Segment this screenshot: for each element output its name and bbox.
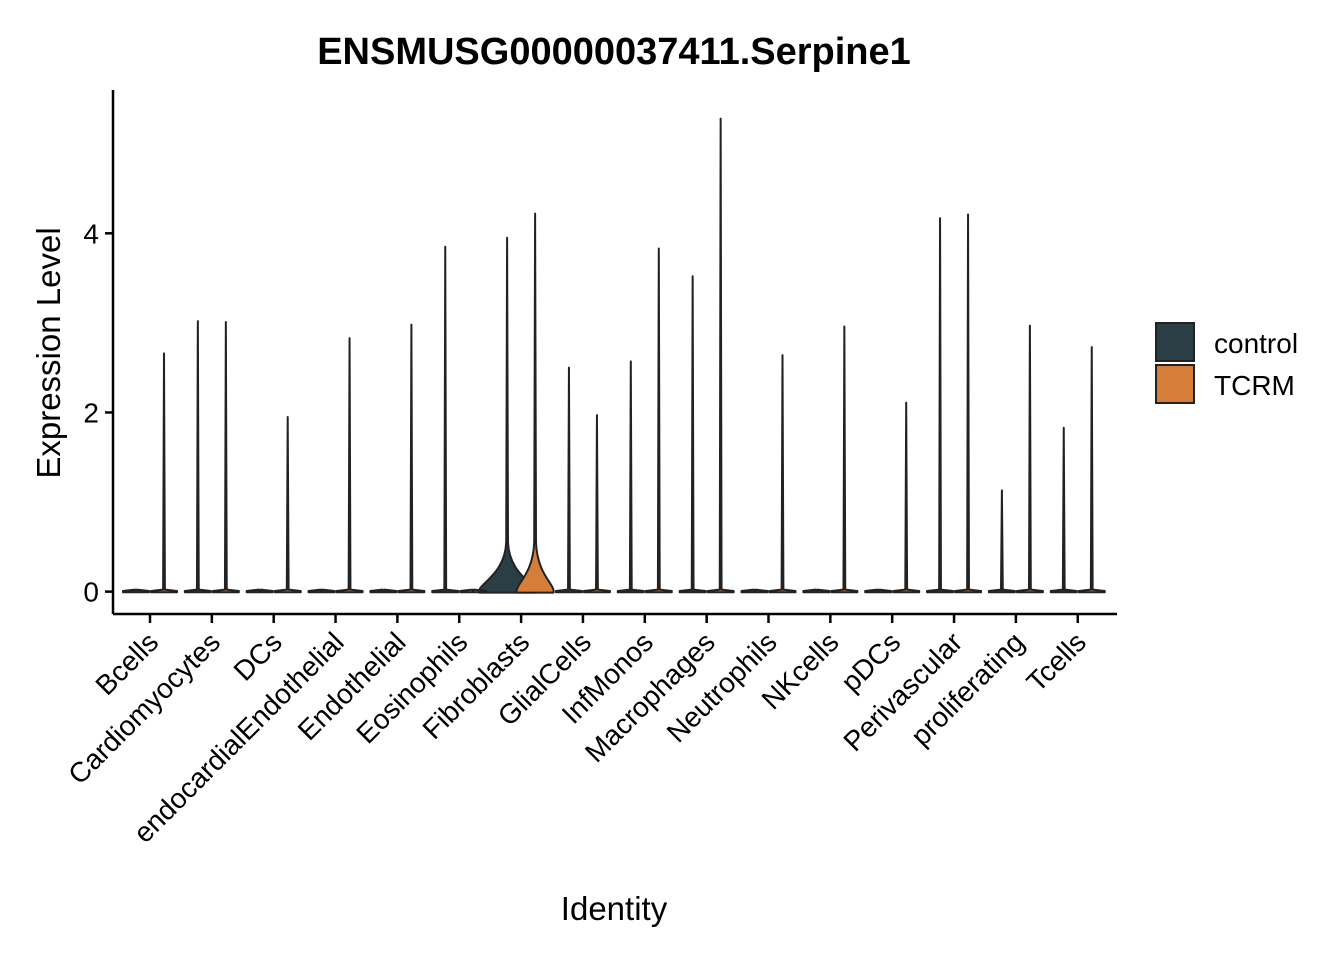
violin-control-Macrophages [678, 275, 707, 594]
violin-TCRM-Endothelial [397, 323, 426, 594]
y-tick-label-2: 2 [83, 397, 99, 428]
x-tick-label-Tcells: Tcells [1021, 626, 1092, 697]
violin-TCRM-InfMonos [644, 247, 673, 594]
violin-TCRM-Eosinophils [459, 588, 488, 594]
legend-label-TCRM: TCRM [1214, 370, 1295, 401]
y-axis-title: Expression Level [30, 227, 67, 478]
violin-TCRM-GlialCells [582, 414, 611, 594]
violin-control-Cardiomyocytes [183, 320, 212, 594]
violin-control-Neutrophils [740, 588, 769, 594]
x-axis-title: Identity [561, 890, 668, 927]
violin-TCRM-Tcells [1077, 346, 1106, 594]
violin-TCRM-Perivascular [954, 213, 983, 594]
violin-TCRM-DCs [273, 415, 302, 594]
violin-TCRM-Neutrophils [768, 354, 797, 594]
violin-TCRM-proliferating [1015, 324, 1044, 594]
legend-swatch-control [1155, 322, 1195, 362]
chart-title: ENSMUSG00000037411.Serpine1 [317, 31, 911, 73]
violin-control-Bcells [122, 588, 150, 594]
y-tick-label-4: 4 [83, 218, 99, 249]
violin-control-Fibroblasts [478, 236, 536, 594]
violin-control-Eosinophils [431, 245, 460, 594]
violin-TCRM-Cardiomyocytes [211, 320, 240, 594]
y-axis: 0 2 4 [83, 90, 115, 614]
y-tick-label-0: 0 [83, 577, 99, 608]
legend-label-control: control [1214, 328, 1298, 359]
violin-control-Tcells [1049, 426, 1078, 594]
violin-TCRM-Fibroblasts [515, 212, 555, 594]
violin-control-proliferating [987, 489, 1016, 594]
violin-control-pDCs [864, 588, 893, 594]
plot-area [122, 117, 1106, 594]
violin-control-NKcells [802, 588, 831, 594]
violin-TCRM-Bcells [150, 352, 178, 594]
violin-TCRM-endocardialEndothelial [335, 337, 364, 594]
violin-control-Perivascular [926, 217, 955, 594]
violin-control-InfMonos [616, 360, 645, 594]
violin-TCRM-pDCs [892, 401, 921, 594]
violin-control-Endothelial [369, 588, 398, 594]
violin-TCRM-Macrophages [706, 117, 735, 594]
legend-swatch-TCRM [1155, 364, 1195, 404]
violin-TCRM-NKcells [830, 325, 859, 594]
legend: control TCRM [1155, 322, 1298, 404]
violin-control-GlialCells [554, 366, 583, 594]
violin-control-endocardialEndothelial [307, 588, 336, 594]
violin-control-DCs [245, 588, 274, 594]
